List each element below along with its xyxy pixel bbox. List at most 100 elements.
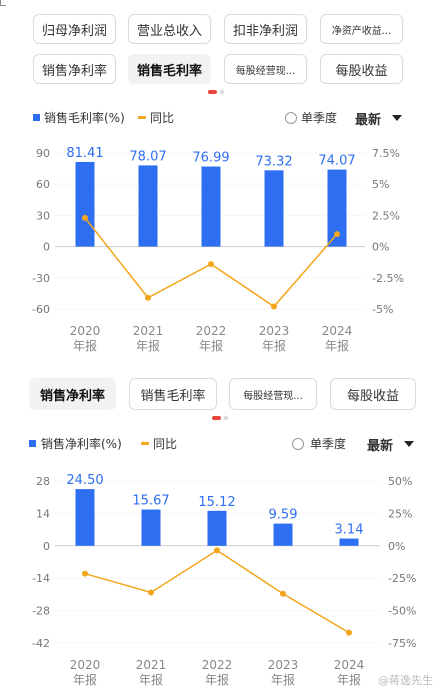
y-tick-left: -60 xyxy=(32,303,50,316)
line-legend-label: 同比 xyxy=(153,437,178,451)
yoy-point xyxy=(145,294,151,301)
single-quarter-radio[interactable] xyxy=(285,112,297,124)
y-tick-left: 14 xyxy=(36,507,50,520)
bar xyxy=(141,509,161,546)
tab-net-margin-2[interactable]: 销售净利率 xyxy=(29,378,116,410)
y-tick-right: 5% xyxy=(372,178,389,191)
page-indicator-2 xyxy=(212,416,232,422)
bar xyxy=(339,538,359,546)
y-tick-right: -25% xyxy=(388,572,416,585)
y-tick-right: 50% xyxy=(388,475,412,488)
bar xyxy=(264,170,284,247)
bar-value-label: 73.32 xyxy=(255,154,292,169)
y-tick-left: 28 xyxy=(36,475,50,488)
gross-margin-chart: 90 60 30 0 -30 -60 7.5% 5% 2.5% 0% -2.5% -5% 81.41 78… xyxy=(32,146,404,353)
page-dot-active xyxy=(212,416,221,420)
bar xyxy=(327,169,347,247)
yoy-point xyxy=(208,261,214,268)
period-select[interactable]: 最新 xyxy=(367,439,394,454)
line-legend-label: 同比 xyxy=(150,111,175,125)
bar-legend-label: 销售毛利率(%) xyxy=(44,111,125,125)
x-tick-label: 年报 xyxy=(136,338,160,353)
x-tick-label: 2020 xyxy=(70,324,101,338)
x-tick-label: 年报 xyxy=(337,672,361,687)
page-dot xyxy=(224,416,228,420)
y-tick-left: -28 xyxy=(32,605,50,618)
bar-legend-marker xyxy=(33,114,40,121)
x-tick-label: 年报 xyxy=(205,672,229,687)
bar-legend-marker xyxy=(29,440,36,447)
yoy-point xyxy=(148,589,154,596)
x-tick-label: 年报 xyxy=(262,338,286,353)
y-tick-right: -50% xyxy=(388,605,416,618)
x-tick-label: 2022 xyxy=(202,658,233,672)
tab-net-profit-parent[interactable]: 归母净利润 xyxy=(33,14,116,44)
single-quarter-label[interactable]: 单季度 xyxy=(301,111,338,125)
y-tick-right: 2.5% xyxy=(372,209,400,222)
y-tick-left: 60 xyxy=(36,178,50,191)
page-indicator-1 xyxy=(208,90,228,96)
tab-operating-cashflow-per-share[interactable]: 每股经营现... xyxy=(224,54,307,84)
bar-value-label: 78.07 xyxy=(129,149,166,164)
single-quarter-label[interactable]: 单季度 xyxy=(310,437,347,451)
y-tick-left: 90 xyxy=(36,147,50,160)
y-tick-right: 25% xyxy=(388,507,412,520)
y-tick-right: -75% xyxy=(388,637,416,650)
yoy-point xyxy=(280,590,286,597)
y-tick-left: -42 xyxy=(32,637,50,650)
x-tick-label: 2023 xyxy=(259,324,290,338)
bar-value-label: 15.12 xyxy=(198,495,235,510)
metric-tabs-row-2: 销售净利率 销售毛利率 每股经营现... 每股收益 xyxy=(0,54,446,86)
yoy-point xyxy=(82,214,88,221)
y-tick-right: 0% xyxy=(388,540,405,553)
tab-gross-margin-2[interactable]: 销售毛利率 xyxy=(129,378,217,410)
bar-value-label: 76.99 xyxy=(192,151,229,166)
metric-tabs-row-3: 销售净利率 销售毛利率 每股经营现... 每股收益 xyxy=(0,378,446,412)
bar-legend-label: 销售净利率(%) xyxy=(41,437,122,451)
bar xyxy=(207,510,227,546)
x-tick-label: 年报 xyxy=(271,672,295,687)
line-legend-marker xyxy=(138,116,146,119)
bar-value-label: 15.67 xyxy=(132,494,169,509)
bar xyxy=(138,165,158,247)
y-tick-right: 0% xyxy=(372,241,389,254)
tab-total-revenue[interactable]: 营业总收入 xyxy=(128,14,211,44)
bar-value-label: 24.50 xyxy=(66,473,103,488)
dropdown-caret-icon[interactable] xyxy=(392,115,402,121)
dropdown-caret-icon[interactable] xyxy=(404,441,414,447)
y-tick-left: -14 xyxy=(32,572,50,585)
page-dot-active xyxy=(208,90,217,94)
yoy-line xyxy=(84,549,350,634)
tab-deducted-net-profit[interactable]: 扣非净利润 xyxy=(224,14,307,44)
yoy-point xyxy=(214,547,220,554)
x-tick-label: 2024 xyxy=(334,658,365,672)
chart2-legend: 销售净利率(%) 同比 单季度 最新 xyxy=(0,435,446,455)
bar xyxy=(75,489,95,546)
bar-value-label: 74.07 xyxy=(318,154,355,169)
bar xyxy=(201,166,221,247)
x-tick-label: 2022 xyxy=(196,324,227,338)
tab-net-margin[interactable]: 销售净利率 xyxy=(33,54,116,84)
yoy-point xyxy=(82,570,88,577)
y-tick-left: 0 xyxy=(43,540,50,553)
tab-eps[interactable]: 每股收益 xyxy=(320,54,403,84)
x-tick-label: 2024 xyxy=(322,324,353,338)
tab-roe[interactable]: 净资产收益... xyxy=(320,14,403,44)
y-tick-right: -2.5% xyxy=(372,272,404,285)
metric-tabs-row-1: 归母净利润 营业总收入 扣非净利润 净资产收益... xyxy=(0,14,446,46)
period-select[interactable]: 最新 xyxy=(355,113,382,128)
y-tick-left: -30 xyxy=(32,272,50,285)
yoy-point xyxy=(334,231,340,238)
tab-gross-margin[interactable]: 销售毛利率 xyxy=(128,54,211,84)
y-tick-right: 7.5% xyxy=(372,147,400,160)
tab-operating-cashflow-per-share-2[interactable]: 每股经营现... xyxy=(229,378,317,410)
bar-value-label: 81.41 xyxy=(66,146,103,161)
page-dot xyxy=(220,90,224,94)
x-tick-label: 年报 xyxy=(325,338,349,353)
bar-value-label: 3.14 xyxy=(335,523,364,538)
watermark: @蒋逸先生 xyxy=(378,674,433,687)
tab-eps-2[interactable]: 每股收益 xyxy=(330,378,416,410)
bar xyxy=(75,161,95,247)
single-quarter-radio[interactable] xyxy=(292,438,304,450)
net-margin-chart: 28 14 0 -14 -28 -42 50% 25% 0% -25% -50% -75% 24.50 1… xyxy=(32,473,416,687)
